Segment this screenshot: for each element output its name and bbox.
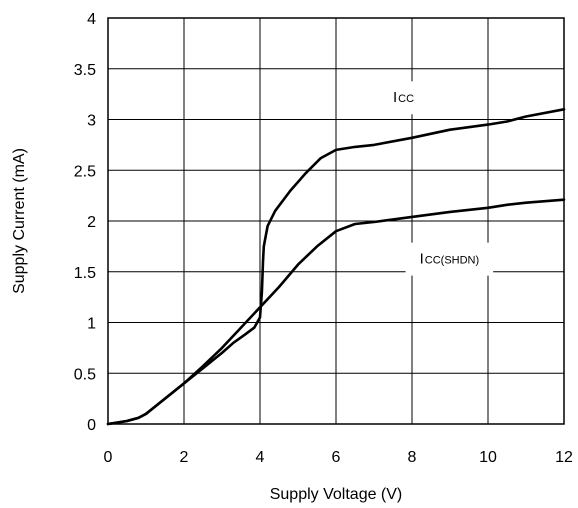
x-tick-label: 2: [180, 449, 189, 466]
series-layer: [106, 108, 566, 426]
svg-text:ICC: ICC: [393, 89, 414, 106]
y-tick-label: 2.5: [74, 163, 96, 180]
y-axis-label: Supply Current (mA): [11, 148, 28, 294]
y-tick-labels: 0 0.5 1 1.5 2 2.5 3 3.5 4: [74, 11, 96, 434]
y-tick-label: 1.5: [74, 265, 96, 282]
y-tick-label: 0.5: [74, 366, 96, 383]
x-tick-label: 8: [408, 449, 417, 466]
x-tick-labels: 0 2 4 6 8 10 12: [104, 449, 573, 466]
y-tick-label: 3.5: [74, 62, 96, 79]
y-tick-label: 4: [87, 11, 96, 28]
y-tick-label: 2: [87, 214, 96, 231]
y-tick-label: 0: [87, 417, 96, 434]
x-tick-label: 10: [479, 449, 497, 466]
series-label-icc-shdn: ICC(SHDN): [405, 242, 494, 276]
x-axis-label: Supply Voltage (V): [270, 486, 403, 503]
grid: [108, 18, 564, 424]
x-tick-label: 12: [555, 449, 573, 466]
x-tick-label: 0: [104, 449, 113, 466]
series-line-icc-shdn: [106, 198, 566, 426]
svg-text:ICC(SHDN): ICC(SHDN): [420, 251, 480, 268]
y-tick-label: 1: [87, 316, 96, 333]
plot-frame: [107, 17, 565, 425]
series-label-icc: ICC: [379, 81, 429, 115]
series-labels: ICC ICC(SHDN): [379, 81, 494, 276]
y-tick-label: 3: [87, 113, 96, 130]
x-tick-label: 4: [256, 449, 265, 466]
x-tick-label: 6: [332, 449, 341, 466]
